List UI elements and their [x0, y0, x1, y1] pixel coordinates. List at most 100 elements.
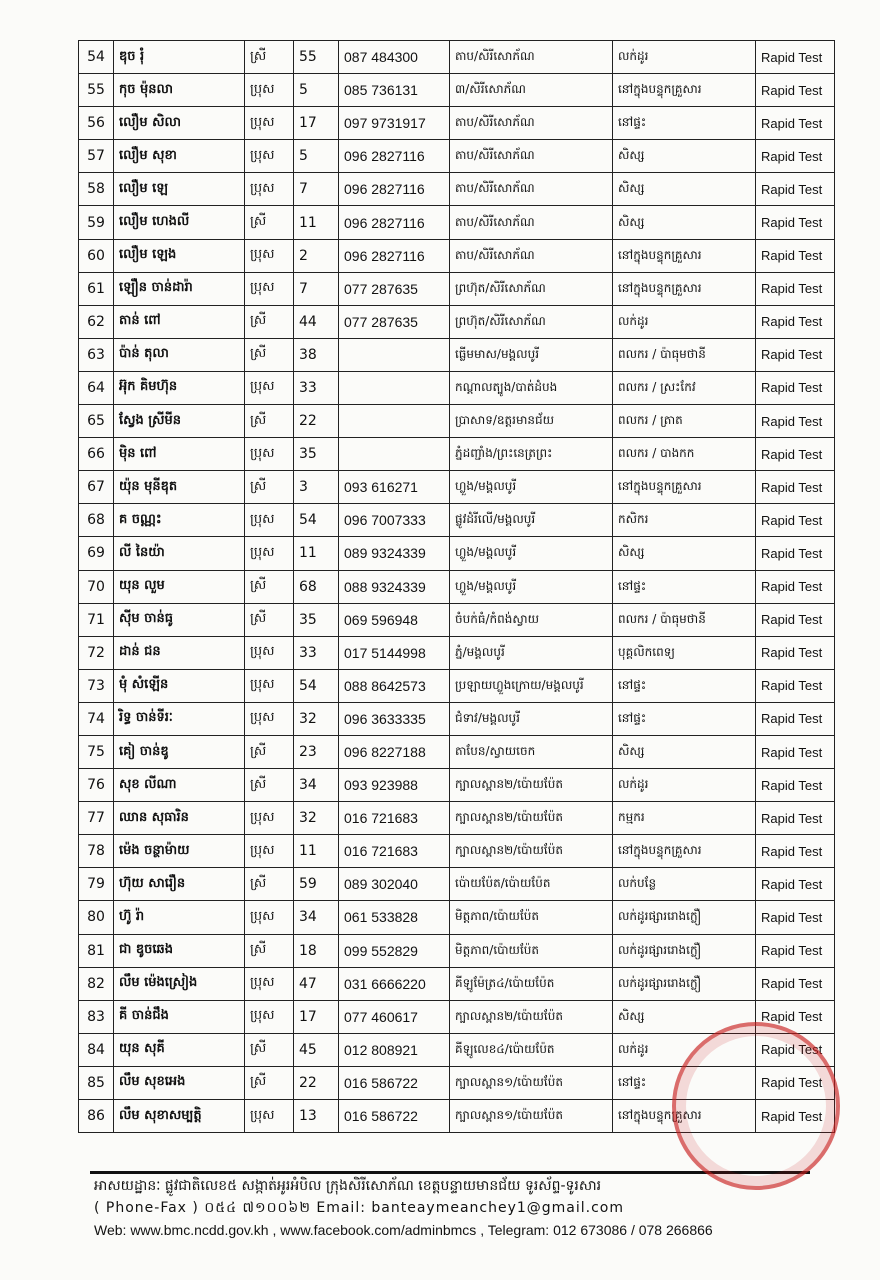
- phone-cell: 016 721683: [338, 801, 450, 836]
- table-row: 60 លឿម ឡេង ប្រុស 2 096 2827116 តាប/សិរីសោភ័ណន…: [78, 238, 835, 273]
- name-cell: កុច ម៉ុនលា: [113, 73, 245, 108]
- phone-cell: 017 5144998: [338, 635, 450, 670]
- name-cell: ជា ឌូចឆេង: [113, 933, 245, 968]
- occupation-cell: សិស្ស: [612, 999, 756, 1034]
- occupation-cell: កម្មករ: [612, 801, 756, 836]
- address-cell: តាបែន/ស្វាយចេក: [449, 734, 613, 770]
- footer-web: Web: www.bmc.ncdd.gov.kh , www.facebook.…: [94, 1222, 713, 1238]
- name-cell: គៀ ចាន់ឌូ: [113, 734, 245, 770]
- name-cell: លឿម ឡេ: [113, 172, 245, 207]
- age-cell: 32: [293, 801, 339, 836]
- name-cell: លឿម ហេងលី: [113, 205, 245, 240]
- test-type-cell: Rapid Test: [755, 404, 835, 439]
- row-number-cell: 59: [78, 205, 114, 240]
- phone-cell: 077 287635: [338, 304, 450, 339]
- gender-cell: ស្រី: [244, 768, 294, 803]
- age-cell: 23: [293, 734, 339, 770]
- age-cell: 11: [293, 834, 339, 869]
- name-cell: សុខ លីណា: [113, 768, 245, 803]
- website-link[interactable]: www.bmc.ncdd.gov.kh: [130, 1222, 269, 1238]
- age-cell: 32: [293, 701, 339, 736]
- age-cell: 11: [293, 205, 339, 240]
- occupation-cell: លក់ដូរផ្សាររោងក្លឿ: [612, 900, 756, 935]
- address-cell: តាប/សិរីសោភ័ណ: [449, 238, 613, 273]
- occupation-cell: លក់ដូរ: [612, 768, 756, 803]
- test-type-cell: Rapid Test: [755, 635, 835, 670]
- age-cell: 54: [293, 668, 339, 703]
- row-number-cell: 65: [78, 404, 114, 439]
- occupation-cell: សិស្ស: [612, 536, 756, 571]
- age-cell: 18: [293, 933, 339, 968]
- age-cell: 22: [293, 404, 339, 439]
- phone-cell: 016 586722: [338, 1098, 450, 1134]
- occupation-cell: នៅក្នុងបន្ទុកគ្រួសារ: [612, 470, 756, 505]
- phone-cell: 096 7007333: [338, 503, 450, 538]
- row-number-cell: 83: [78, 999, 114, 1034]
- address-cell: ប្រាសាទ/ឧត្តរមានជ័យ: [449, 404, 613, 439]
- row-number-cell: 63: [78, 337, 114, 372]
- age-cell: 68: [293, 569, 339, 604]
- web-label: Web:: [94, 1222, 131, 1238]
- gender-cell: ស្រី: [244, 337, 294, 372]
- address-cell: ភ្នំដញ្ជាំង/ព្រះនេត្រព្រះ: [449, 437, 613, 472]
- name-cell: តាន់ ពៅ: [113, 304, 245, 339]
- age-cell: 7: [293, 172, 339, 207]
- row-number-cell: 57: [78, 139, 114, 174]
- test-type-cell: Rapid Test: [755, 1032, 835, 1067]
- occupation-cell: សិស្ស: [612, 139, 756, 174]
- row-number-cell: 70: [78, 569, 114, 604]
- name-cell: រិទ្ធ ចាន់ទីរៈ: [113, 701, 245, 736]
- age-cell: 3: [293, 470, 339, 505]
- phone-cell: 061 533828: [338, 900, 450, 935]
- age-cell: 2: [293, 238, 339, 273]
- address-cell: តាប/សិរីសោភ័ណ: [449, 172, 613, 207]
- gender-cell: ប្រុស: [244, 437, 294, 472]
- occupation-cell: លក់បន្លែ: [612, 867, 756, 902]
- name-cell: មុំ សំឡើន: [113, 668, 245, 703]
- row-number-cell: 82: [78, 966, 114, 1001]
- age-cell: 47: [293, 966, 339, 1001]
- age-cell: 11: [293, 536, 339, 571]
- gender-cell: ប្រុស: [244, 172, 294, 207]
- phone-cell: 016 721683: [338, 834, 450, 869]
- gender-cell: ស្រី: [244, 734, 294, 770]
- name-cell: ម៉េង ចន្ថាម៉ាយ: [113, 834, 245, 869]
- address-cell: គីឡូម៉ែត្រ៤/ប៉ោយប៉ែត: [449, 966, 613, 1001]
- test-type-cell: Rapid Test: [755, 503, 835, 538]
- address-cell: តាប/សិរីសោភ័ណ: [449, 205, 613, 240]
- phone-cell: 089 9324339: [338, 536, 450, 571]
- row-number-cell: 62: [78, 304, 114, 339]
- gender-cell: ប្រុស: [244, 701, 294, 736]
- address-cell: ចំបក់ធំ/កំពង់ស្វាយ: [449, 602, 613, 637]
- age-cell: 33: [293, 635, 339, 670]
- phone-cell: [338, 337, 450, 372]
- table-row: 68 គ ចណ្ណះ ប្រុស 54 096 7007333 ផ្លូវដំរីលើ/ម…: [78, 503, 835, 538]
- occupation-cell: ពលករ / ប៉ាធុមថានី: [612, 602, 756, 637]
- facebook-link[interactable]: www.facebook.com/adminbmcs: [280, 1222, 477, 1238]
- phone-cell: 093 923988: [338, 768, 450, 803]
- row-number-cell: 60: [78, 238, 114, 273]
- name-cell: ដាន់ ជន: [113, 635, 245, 670]
- occupation-cell: បុគ្គលិកពេទ្យ: [612, 635, 756, 670]
- test-type-cell: Rapid Test: [755, 1065, 835, 1101]
- gender-cell: ប្រុស: [244, 966, 294, 1001]
- table-row: 74 រិទ្ធ ចាន់ទីរៈ ប្រុស 32 096 3633335 ជំទាវ/…: [78, 701, 835, 736]
- age-cell: 35: [293, 437, 339, 472]
- address-cell: មិត្តភាព/ប៉ោយប៉ែត: [449, 900, 613, 935]
- table-row: 58 លឿម ឡេ ប្រុស 7 096 2827116 តាប/សិរីសោភ័ណ សិ…: [78, 172, 835, 207]
- test-type-cell: Rapid Test: [755, 370, 835, 406]
- row-number-cell: 71: [78, 602, 114, 637]
- row-number-cell: 58: [78, 172, 114, 207]
- test-type-cell: Rapid Test: [755, 768, 835, 803]
- test-type-cell: Rapid Test: [755, 734, 835, 770]
- phone-cell: 088 9324339: [338, 569, 450, 604]
- test-type-cell: Rapid Test: [755, 1098, 835, 1134]
- email-link[interactable]: banteaymeanchey1@gmail.com: [371, 1200, 625, 1216]
- phone-fax: ( Phone-Fax ) ០៥៤ ៧១០០៦២ Email:: [94, 1200, 372, 1216]
- phone-cell: 077 460617: [338, 999, 450, 1034]
- row-number-cell: 67: [78, 470, 114, 505]
- table-row: 69 លី នៃយ៉ា ប្រុស 11 089 9324339 ហ្លួង/មង្គលប…: [78, 536, 835, 571]
- age-cell: 7: [293, 271, 339, 306]
- table-row: 70 យុន លួម ស្រី 68 088 9324339 ហ្លួង/មង្គលបូរ…: [78, 569, 835, 604]
